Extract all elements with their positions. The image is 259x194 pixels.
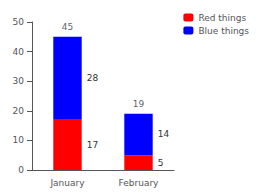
svg-text:28: 28 bbox=[87, 73, 99, 83]
svg-text:Blue things: Blue things bbox=[198, 26, 249, 36]
svg-text:January: January bbox=[49, 178, 85, 188]
svg-text:10: 10 bbox=[13, 135, 25, 145]
svg-text:5: 5 bbox=[158, 158, 164, 168]
svg-text:40: 40 bbox=[13, 47, 25, 57]
svg-text:14: 14 bbox=[158, 129, 170, 139]
svg-text:45: 45 bbox=[62, 22, 73, 32]
svg-text:Red things: Red things bbox=[198, 13, 246, 23]
svg-text:February: February bbox=[119, 178, 160, 188]
svg-text:30: 30 bbox=[13, 76, 25, 86]
svg-text:0: 0 bbox=[18, 165, 24, 175]
svg-text:50: 50 bbox=[13, 17, 25, 27]
svg-text:17: 17 bbox=[87, 140, 98, 150]
svg-text:20: 20 bbox=[13, 106, 25, 116]
svg-text:19: 19 bbox=[133, 99, 145, 109]
